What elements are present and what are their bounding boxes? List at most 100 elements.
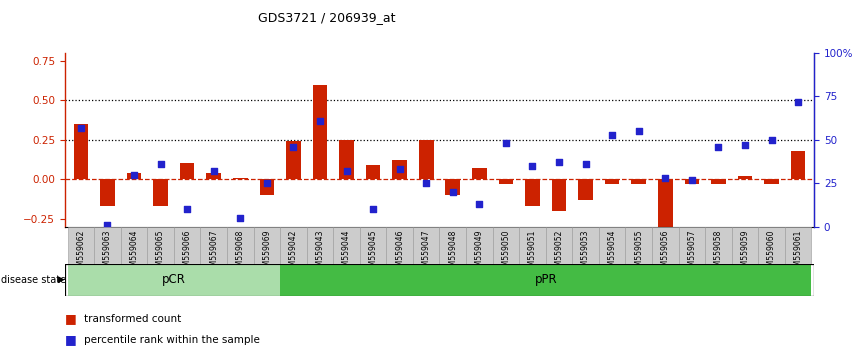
Point [685,177,699,183]
Point [366,206,380,212]
Bar [68,264,280,296]
Text: GSM559046: GSM559046 [395,229,404,276]
Text: GSM559061: GSM559061 [793,229,803,276]
Bar [227,227,254,285]
Bar [520,227,546,285]
Text: percentile rank within the sample: percentile rank within the sample [84,335,260,345]
Point [287,144,301,150]
Point [605,132,619,137]
Text: GSM559047: GSM559047 [422,229,430,276]
Point [100,222,114,228]
Bar [153,179,168,206]
Point [233,215,247,221]
Text: ▶: ▶ [58,275,65,284]
Point [313,118,326,124]
Bar [280,264,811,296]
Text: ■: ■ [65,312,77,325]
Bar [711,179,726,184]
Point [419,180,433,186]
Point [765,137,779,143]
Bar [365,165,380,179]
Point [578,161,592,167]
Text: GSM559050: GSM559050 [501,229,510,276]
Point [74,125,87,131]
Bar [180,164,195,179]
Bar [419,140,434,179]
Text: GSM559045: GSM559045 [369,229,378,276]
Text: GSM559054: GSM559054 [608,229,617,276]
Point [473,201,487,207]
Text: GSM559058: GSM559058 [714,229,723,276]
Bar [147,227,174,285]
Bar [764,179,779,184]
Text: GSM559042: GSM559042 [289,229,298,276]
Text: GSM559055: GSM559055 [634,229,643,276]
Text: GSM559064: GSM559064 [130,229,139,276]
Bar [100,179,115,206]
Text: GSM559067: GSM559067 [210,229,218,276]
Point [553,160,566,165]
Text: transformed count: transformed count [84,314,181,324]
Point [392,166,406,172]
Bar [493,227,520,285]
Point [339,168,353,174]
Bar [499,179,514,184]
Text: ■: ■ [65,333,77,346]
Bar [472,168,487,179]
Bar [200,227,227,285]
Point [180,206,194,212]
Text: GSM559051: GSM559051 [528,229,537,276]
Bar [759,227,785,285]
Bar [658,179,673,227]
Text: GSM559066: GSM559066 [183,229,191,276]
Text: GSM559060: GSM559060 [767,229,776,276]
Bar [120,227,147,285]
Bar [604,179,619,184]
Bar [333,227,359,285]
Bar [254,227,280,285]
Bar [732,227,759,285]
Bar [625,227,652,285]
Bar [525,179,540,206]
Bar [791,151,805,179]
Text: GSM559043: GSM559043 [315,229,325,276]
Bar [546,227,572,285]
Point [153,161,167,167]
Bar [386,227,413,285]
Text: GSM559053: GSM559053 [581,229,590,276]
Bar [339,140,354,179]
Text: pCR: pCR [162,273,186,286]
Text: GSM559048: GSM559048 [449,229,457,276]
Point [632,129,646,134]
Point [127,172,141,177]
Text: GSM559065: GSM559065 [156,229,165,276]
Bar [74,124,88,179]
Point [792,99,805,104]
Text: GSM559052: GSM559052 [554,229,564,276]
Bar [94,227,120,285]
Bar [445,179,460,195]
Bar [359,227,386,285]
Text: GDS3721 / 206939_at: GDS3721 / 206939_at [258,11,396,24]
Text: GSM559049: GSM559049 [475,229,484,276]
Bar [599,227,625,285]
Text: GSM559056: GSM559056 [661,229,669,276]
Bar [466,227,493,285]
Bar [705,227,732,285]
Bar [413,227,439,285]
Text: disease state: disease state [1,275,66,285]
Point [207,168,221,174]
Text: GSM559068: GSM559068 [236,229,245,276]
Bar [313,85,327,179]
Bar [572,227,599,285]
Text: pPR: pPR [534,273,557,286]
Bar [439,227,466,285]
Bar [174,227,200,285]
Bar [578,179,593,200]
Point [712,144,726,150]
Text: GSM559044: GSM559044 [342,229,351,276]
Bar [233,178,248,179]
Bar [392,160,407,179]
Point [446,189,460,195]
Bar [679,227,705,285]
